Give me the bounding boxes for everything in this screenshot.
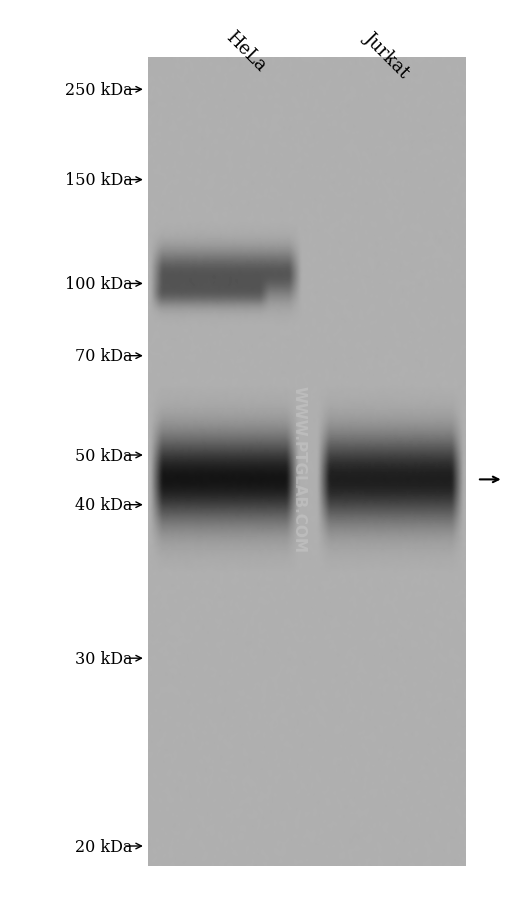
Text: 150 kDa: 150 kDa: [65, 172, 132, 189]
Text: WWW.PTGLAB.COM: WWW.PTGLAB.COM: [292, 386, 307, 552]
Text: Jurkat: Jurkat: [360, 28, 413, 80]
Text: 100 kDa: 100 kDa: [65, 276, 132, 292]
Text: 30 kDa: 30 kDa: [75, 650, 132, 667]
Text: 70 kDa: 70 kDa: [75, 348, 132, 364]
Text: 50 kDa: 50 kDa: [75, 447, 132, 464]
Text: 20 kDa: 20 kDa: [75, 838, 132, 854]
Text: 250 kDa: 250 kDa: [65, 82, 132, 98]
Text: 40 kDa: 40 kDa: [75, 497, 132, 513]
Text: HeLa: HeLa: [223, 28, 270, 75]
